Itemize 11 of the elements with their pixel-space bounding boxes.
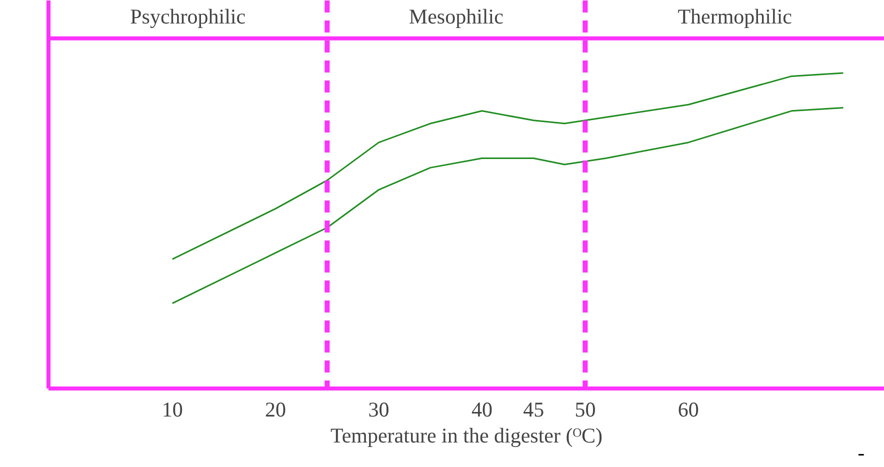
x-axis-title: Temperature in the digester (ᴼC) — [330, 424, 603, 448]
text: Mesophilic — [408, 4, 504, 28]
x-tick-label: 40 — [471, 398, 492, 422]
text: Thermophilic — [678, 4, 792, 28]
text: Psychrophilic — [130, 4, 246, 28]
x-tick-label: 30 — [368, 398, 390, 422]
x-tick-label: 10 — [162, 398, 183, 422]
x-tick-label: 20 — [265, 398, 286, 422]
x-tick-label: 45 — [523, 398, 544, 422]
x-tick-label: 60 — [678, 398, 699, 422]
x-tick-label: 50 — [574, 398, 596, 422]
